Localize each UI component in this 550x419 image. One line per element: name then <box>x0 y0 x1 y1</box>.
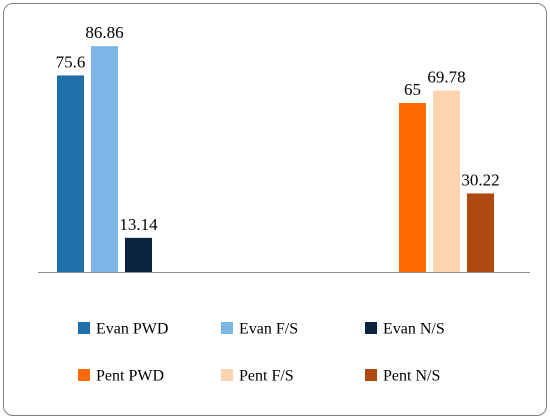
legend-label-evan-f-s: Evan F/S <box>239 321 298 338</box>
bar-pent-pwd <box>399 103 426 272</box>
legend-label-pent-f-s: Pent F/S <box>239 368 294 385</box>
data-label-pent-f-s: 69.78 <box>427 68 465 87</box>
legend-swatch-pent-n-s <box>365 369 377 381</box>
bar-pent-f-s <box>433 90 460 273</box>
legend-swatch-pent-pwd <box>78 369 90 381</box>
data-label-evan-f-s: 86.86 <box>85 23 123 42</box>
legend-swatch-pent-f-s <box>221 369 233 381</box>
legend: Evan PWD Evan F/S Evan N/S Pent PWD Pent F/S… <box>78 321 445 385</box>
legend-label-pent-n-s: Pent N/S <box>383 368 440 385</box>
plot-area: 75.6 86.86 13.14 65 69.78 30.22 <box>38 23 530 273</box>
legend-label-pent-pwd: Pent PWD <box>96 368 164 385</box>
legend-label-evan-n-s: Evan N/S <box>383 321 445 338</box>
legend-swatch-evan-n-s <box>365 322 377 334</box>
bar-evan-f-s <box>91 46 118 272</box>
bar-evan-pwd <box>57 75 84 272</box>
legend-swatch-evan-pwd <box>78 322 90 334</box>
data-label-evan-n-s: 13.14 <box>119 215 158 234</box>
bar-pent-n-s <box>467 193 494 272</box>
bar-evan-n-s <box>125 237 152 272</box>
data-label-pent-n-s: 30.22 <box>461 170 499 189</box>
data-label-evan-pwd: 75.6 <box>56 52 86 71</box>
legend-swatch-evan-f-s <box>221 322 233 334</box>
legend-label-evan-pwd: Evan PWD <box>96 321 168 338</box>
data-label-pent-pwd: 65 <box>404 80 421 99</box>
